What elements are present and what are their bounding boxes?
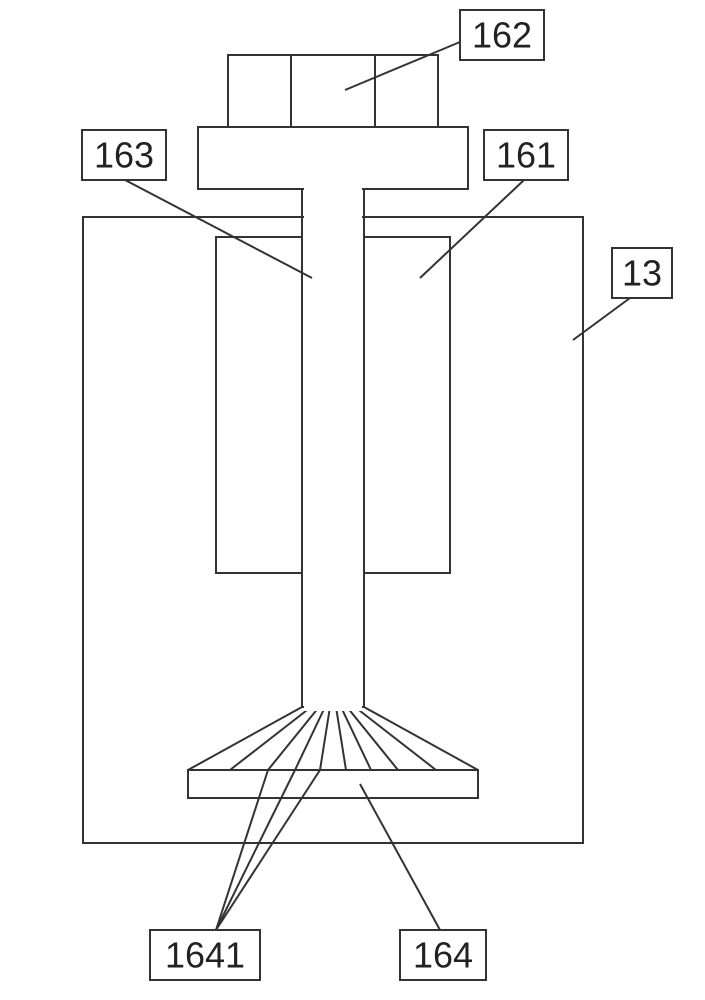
mask-shaft-sleeve-bot: [304, 571, 362, 577]
label-text-l163: 163: [94, 135, 154, 176]
label-text-l161: 161: [496, 135, 556, 176]
blade-plate: [188, 770, 478, 798]
shaft: [302, 217, 364, 707]
label-text-l164: 164: [413, 935, 473, 976]
motor-top: [228, 55, 438, 127]
mask-shaft-top: [304, 215, 362, 221]
mask-neck-top: [304, 187, 362, 193]
label-text-l13: 13: [622, 253, 662, 294]
mask-shaft-sleeve-top: [304, 235, 362, 241]
motor-base: [198, 127, 468, 189]
mask-shaft-cone: [304, 705, 362, 711]
label-text-l1641: 1641: [165, 935, 245, 976]
neck: [302, 189, 364, 217]
label-text-l162: 162: [472, 15, 532, 56]
